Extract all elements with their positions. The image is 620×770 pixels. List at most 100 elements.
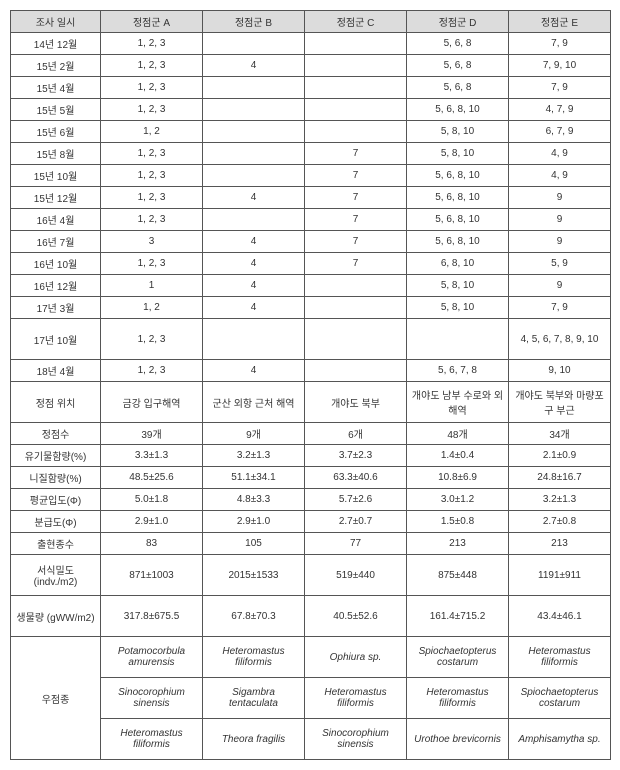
- data-cell: 2.9±1.0: [203, 511, 305, 533]
- table-row: 정점수39개9개6개48개34개: [11, 423, 611, 445]
- location-row: 정점 위치금강 입구해역군산 외항 근처 해역개야도 북부개야도 남부 수로와 …: [11, 382, 611, 423]
- data-cell: 개야도 북부: [305, 382, 407, 423]
- table-row: 생물량 (gWW/m2)317.8±675.567.8±70.340.5±52.…: [11, 596, 611, 637]
- data-cell: 5, 8, 10: [407, 297, 509, 319]
- row-label: 정점 위치: [11, 382, 101, 423]
- row-label: 15년 5월: [11, 99, 101, 121]
- data-cell: 3.2±1.3: [509, 489, 611, 511]
- table-row: 15년 2월1, 2, 345, 6, 87, 9, 10: [11, 55, 611, 77]
- data-cell: 2.7±0.7: [305, 511, 407, 533]
- row-label: 서식밀도 (indv./m2): [11, 555, 101, 596]
- data-cell: 7: [305, 231, 407, 253]
- data-cell: 40.5±52.6: [305, 596, 407, 637]
- data-cell: 77: [305, 533, 407, 555]
- data-cell: [203, 319, 305, 360]
- row-label: 17년 10월: [11, 319, 101, 360]
- data-cell: 3.7±2.3: [305, 445, 407, 467]
- data-cell: 5, 6, 8, 10: [407, 165, 509, 187]
- data-cell: 1, 2, 3: [101, 55, 203, 77]
- row-label: 16년 7월: [11, 231, 101, 253]
- data-cell: 105: [203, 533, 305, 555]
- data-cell: 개야도 남부 수로와 외해역: [407, 382, 509, 423]
- data-cell: [203, 33, 305, 55]
- table-row: 니질함량(%)48.5±25.651.1±34.163.3±40.610.8±6…: [11, 467, 611, 489]
- data-cell: 5, 8, 10: [407, 143, 509, 165]
- table-row: 15년 4월1, 2, 35, 6, 87, 9: [11, 77, 611, 99]
- table-row: 유기물함량(%)3.3±1.33.2±1.33.7±2.31.4±0.42.1±…: [11, 445, 611, 467]
- header-cell: 정점군 C: [305, 11, 407, 33]
- row-label: 15년 8월: [11, 143, 101, 165]
- table-row: 출현종수8310577213213: [11, 533, 611, 555]
- header-cell: 조사 일시: [11, 11, 101, 33]
- data-cell: [407, 319, 509, 360]
- data-cell: 7: [305, 143, 407, 165]
- data-cell: 5, 6, 8, 10: [407, 99, 509, 121]
- data-cell: [305, 275, 407, 297]
- species-cell: Potamocorbula amurensis: [101, 637, 203, 678]
- data-cell: 83: [101, 533, 203, 555]
- data-cell: 67.8±70.3: [203, 596, 305, 637]
- data-cell: 871±1003: [101, 555, 203, 596]
- table-row: 15년 5월1, 2, 35, 6, 8, 104, 7, 9: [11, 99, 611, 121]
- data-cell: 7: [305, 165, 407, 187]
- data-cell: 1, 2, 3: [101, 165, 203, 187]
- row-label: 16년 4월: [11, 209, 101, 231]
- row-label: 16년 10월: [11, 253, 101, 275]
- data-cell: 519±440: [305, 555, 407, 596]
- data-cell: 9: [509, 275, 611, 297]
- data-cell: 3.0±1.2: [407, 489, 509, 511]
- data-cell: 1.5±0.8: [407, 511, 509, 533]
- data-cell: 213: [509, 533, 611, 555]
- data-cell: 4: [203, 275, 305, 297]
- data-cell: [203, 77, 305, 99]
- data-cell: 4, 9: [509, 143, 611, 165]
- table-row: 15년 12월1, 2, 3475, 6, 8, 109: [11, 187, 611, 209]
- data-cell: 7: [305, 187, 407, 209]
- row-label: 15년 2월: [11, 55, 101, 77]
- data-cell: 5, 8, 10: [407, 275, 509, 297]
- species-cell: Urothoe brevicornis: [407, 719, 509, 760]
- row-label: 평균입도(Φ): [11, 489, 101, 511]
- data-cell: 금강 입구해역: [101, 382, 203, 423]
- data-cell: 6, 7, 9: [509, 121, 611, 143]
- data-cell: 43.4±46.1: [509, 596, 611, 637]
- data-cell: 1, 2, 3: [101, 99, 203, 121]
- row-label: 17년 3월: [11, 297, 101, 319]
- data-cell: 5, 8, 10: [407, 121, 509, 143]
- data-cell: 1, 2, 3: [101, 33, 203, 55]
- data-cell: 875±448: [407, 555, 509, 596]
- data-cell: 6개: [305, 423, 407, 445]
- data-cell: 317.8±675.5: [101, 596, 203, 637]
- row-label: 18년 4월: [11, 360, 101, 382]
- data-cell: 34개: [509, 423, 611, 445]
- table-row: 서식밀도 (indv./m2)871±10032015±1533519±4408…: [11, 555, 611, 596]
- row-label: 15년 4월: [11, 77, 101, 99]
- data-cell: 5, 6, 8, 10: [407, 187, 509, 209]
- data-cell: 1, 2, 3: [101, 253, 203, 275]
- species-cell: Theora fragilis: [203, 719, 305, 760]
- species-cell: Spiochaetopterus costarum: [407, 637, 509, 678]
- species-cell: Sinocorophium sinensis: [305, 719, 407, 760]
- data-cell: [203, 209, 305, 231]
- header-cell: 정점군 E: [509, 11, 611, 33]
- species-cell: Sigambra tentaculata: [203, 678, 305, 719]
- data-cell: [305, 297, 407, 319]
- row-label: 15년 6월: [11, 121, 101, 143]
- dominant-row: Sinocorophium sinensisSigambra tentacula…: [11, 678, 611, 719]
- data-cell: 5, 6, 8: [407, 55, 509, 77]
- dominant-label: 우점종: [11, 637, 101, 760]
- data-cell: 161.4±715.2: [407, 596, 509, 637]
- data-cell: 9: [509, 231, 611, 253]
- dominant-row: Heteromastus filiformisTheora fragilisSi…: [11, 719, 611, 760]
- data-cell: 213: [407, 533, 509, 555]
- row-label: 15년 12월: [11, 187, 101, 209]
- table-row: 16년 7월3475, 6, 8, 109: [11, 231, 611, 253]
- data-cell: 5, 9: [509, 253, 611, 275]
- data-cell: 51.1±34.1: [203, 467, 305, 489]
- row-label: 정점수: [11, 423, 101, 445]
- data-cell: 9개: [203, 423, 305, 445]
- table-row: 16년 10월1, 2, 3476, 8, 105, 9: [11, 253, 611, 275]
- row-label: 출현종수: [11, 533, 101, 555]
- data-cell: 개야도 북부와 마량포구 부근: [509, 382, 611, 423]
- row-label: 니질함량(%): [11, 467, 101, 489]
